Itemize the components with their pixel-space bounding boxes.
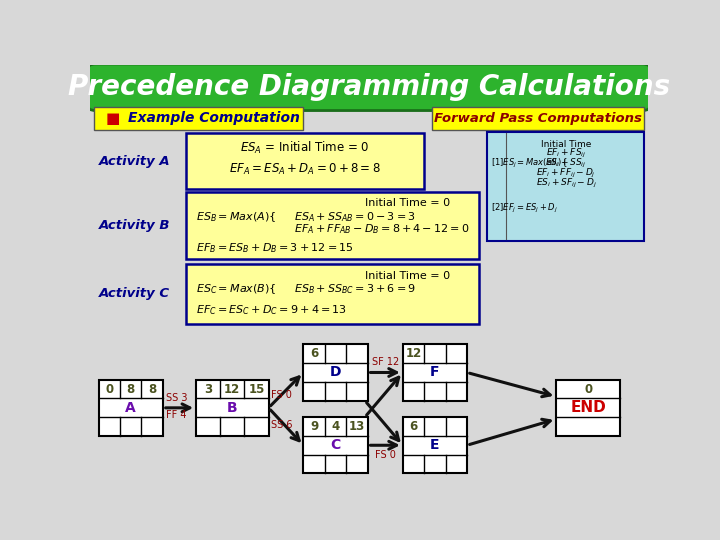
Text: 4: 4 bbox=[331, 420, 340, 433]
Text: Initial Time = 0: Initial Time = 0 bbox=[366, 198, 451, 208]
Text: $EF_A + FF_{AB} - D_B = 8+4-12 = 0$: $EF_A + FF_{AB} - D_B = 8+4-12 = 0$ bbox=[294, 222, 469, 237]
Text: END: END bbox=[570, 400, 606, 415]
Text: Forward Pass Computations: Forward Pass Computations bbox=[433, 112, 642, 125]
FancyBboxPatch shape bbox=[196, 380, 269, 436]
Text: FF 4: FF 4 bbox=[166, 410, 187, 420]
Text: D: D bbox=[330, 366, 341, 380]
Text: FS 0: FS 0 bbox=[271, 390, 292, 400]
FancyBboxPatch shape bbox=[432, 107, 644, 130]
FancyBboxPatch shape bbox=[94, 107, 303, 130]
Text: $EF_B = ES_B + D_B = 3 + 12 = 15$: $EF_B = ES_B + D_B = 3 + 12 = 15$ bbox=[196, 242, 354, 255]
Text: SS 3: SS 3 bbox=[166, 393, 187, 403]
Text: $ES_A + SS_{AB} = 0-3 = 3$: $ES_A + SS_{AB} = 0-3 = 3$ bbox=[294, 210, 415, 224]
Text: Example Computation: Example Computation bbox=[128, 111, 300, 125]
Text: $ES_i + SS_{ij}$: $ES_i + SS_{ij}$ bbox=[545, 157, 587, 170]
Text: 12: 12 bbox=[405, 347, 422, 360]
FancyBboxPatch shape bbox=[99, 380, 163, 436]
FancyBboxPatch shape bbox=[303, 345, 368, 401]
Text: $ES_i + SF_{ij} - D_j$: $ES_i + SF_{ij} - D_j$ bbox=[536, 177, 596, 190]
Text: FS 0: FS 0 bbox=[374, 450, 395, 460]
Text: ■: ■ bbox=[106, 111, 120, 126]
Text: 8: 8 bbox=[148, 383, 156, 396]
Text: Activity A: Activity A bbox=[99, 155, 170, 168]
Text: SS 6: SS 6 bbox=[271, 420, 293, 430]
Text: $[1]ES_j = Max(all_i)\{$: $[1]ES_j = Max(all_i)\{$ bbox=[490, 157, 567, 170]
Text: $ES_B = Max(A)\{$: $ES_B = Max(A)\{$ bbox=[196, 210, 276, 224]
FancyBboxPatch shape bbox=[186, 133, 423, 188]
Text: $EF_i + FS_{ij}$: $EF_i + FS_{ij}$ bbox=[546, 147, 586, 160]
Text: 0: 0 bbox=[105, 383, 114, 396]
Text: C: C bbox=[330, 438, 341, 453]
Text: Initial Time: Initial Time bbox=[541, 140, 591, 149]
FancyBboxPatch shape bbox=[402, 345, 467, 401]
FancyBboxPatch shape bbox=[402, 417, 467, 474]
Text: 3: 3 bbox=[204, 383, 212, 396]
Text: B: B bbox=[227, 401, 238, 415]
Text: 15: 15 bbox=[248, 383, 265, 396]
FancyBboxPatch shape bbox=[303, 417, 368, 474]
Text: 8: 8 bbox=[127, 383, 135, 396]
Text: Initial Time = 0: Initial Time = 0 bbox=[366, 271, 451, 281]
FancyBboxPatch shape bbox=[487, 132, 644, 241]
Text: 6: 6 bbox=[410, 420, 418, 433]
Text: Activity B: Activity B bbox=[99, 219, 170, 232]
Text: $EF_A = ES_A + D_A = 0 + 8 = 8$: $EF_A = ES_A + D_A = 0 + 8 = 8$ bbox=[229, 162, 381, 177]
Text: $[2]EF_j = ES_j + D_j$: $[2]EF_j = ES_j + D_j$ bbox=[490, 202, 557, 215]
FancyBboxPatch shape bbox=[557, 380, 621, 436]
FancyBboxPatch shape bbox=[186, 264, 480, 324]
Text: $ES_B + SS_{BC} = 3+6 = 9$: $ES_B + SS_{BC} = 3+6 = 9$ bbox=[294, 282, 415, 296]
Text: 0: 0 bbox=[584, 383, 593, 396]
Text: $EF_i + FF_{ij} - D_j$: $EF_i + FF_{ij} - D_j$ bbox=[536, 167, 596, 180]
Text: 9: 9 bbox=[310, 420, 318, 433]
Text: E: E bbox=[430, 438, 440, 453]
Text: 12: 12 bbox=[224, 383, 240, 396]
Text: SF 12: SF 12 bbox=[372, 357, 399, 367]
FancyBboxPatch shape bbox=[186, 192, 480, 259]
Text: F: F bbox=[430, 366, 440, 380]
Text: $ES_A$ = Initial Time = 0: $ES_A$ = Initial Time = 0 bbox=[240, 140, 369, 156]
FancyBboxPatch shape bbox=[87, 64, 651, 111]
Text: 6: 6 bbox=[310, 347, 318, 360]
Text: Precedence Diagramming Calculations: Precedence Diagramming Calculations bbox=[68, 73, 670, 102]
Text: $EF_C = ES_C + D_C = 9 + 4 = 13$: $EF_C = ES_C + D_C = 9 + 4 = 13$ bbox=[196, 303, 347, 317]
Text: A: A bbox=[125, 401, 136, 415]
Text: 13: 13 bbox=[348, 420, 365, 433]
Text: $ES_C = Max(B)\{$: $ES_C = Max(B)\{$ bbox=[196, 282, 276, 296]
Text: Activity C: Activity C bbox=[99, 287, 169, 300]
